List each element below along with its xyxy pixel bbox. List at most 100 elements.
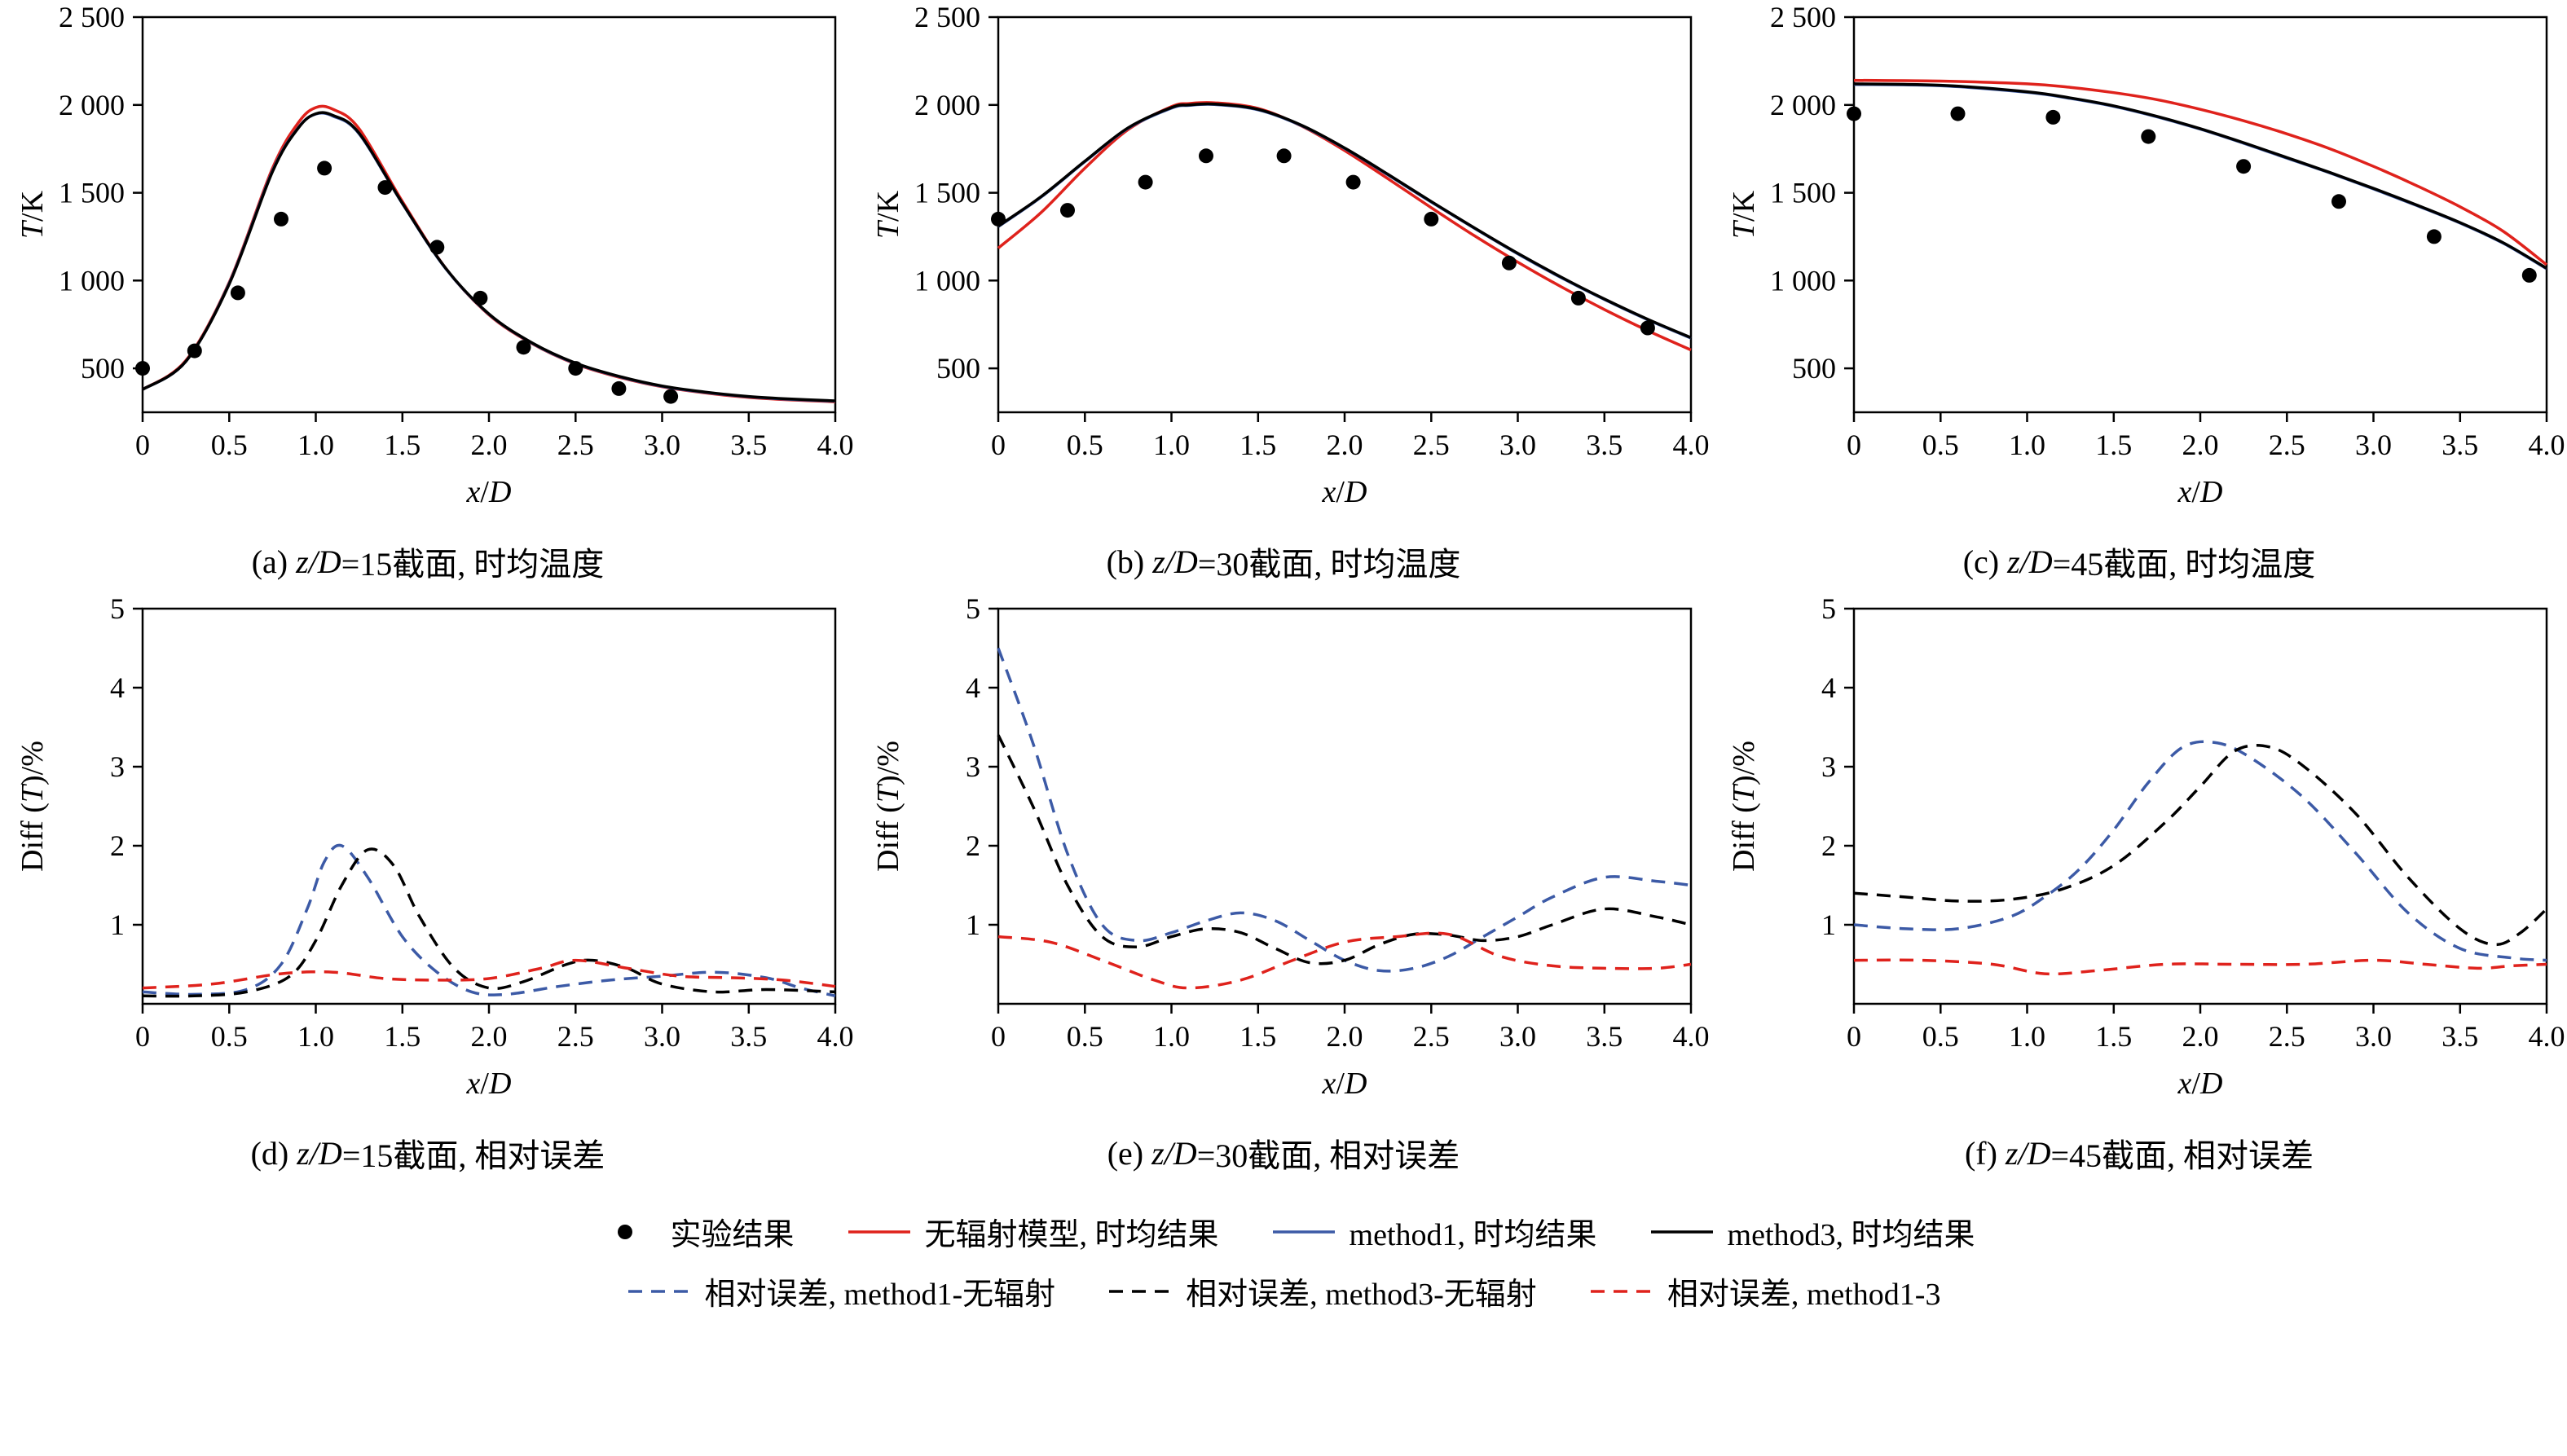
- svg-text:4: 4: [966, 671, 980, 704]
- legend-row-1: 实验结果 无辐射模型, 时均结果 method1, 时均结果 method3, 时均结…: [592, 1209, 1975, 1254]
- solid-line-icon: [1272, 1229, 1335, 1234]
- legend-item: 实验结果: [592, 1209, 795, 1254]
- svg-text:2 500: 2 500: [914, 5, 980, 33]
- legend: 实验结果 无辐射模型, 时均结果 method1, 时均结果 method3, 时均结…: [0, 1209, 2567, 1313]
- svg-text:1.0: 1.0: [1153, 1020, 1190, 1053]
- svg-text:x/D: x/D: [1322, 475, 1367, 509]
- svg-text:5: 5: [1821, 596, 1836, 625]
- svg-text:1.0: 1.0: [2009, 429, 2045, 461]
- svg-text:3.5: 3.5: [730, 429, 767, 461]
- svg-text:5: 5: [966, 596, 980, 625]
- svg-text:4.0: 4.0: [2529, 429, 2565, 461]
- legend-label: 相对误差, method1-无辐射: [704, 1278, 1056, 1312]
- legend-label: 相对误差, method3-无辐射: [1186, 1278, 1537, 1312]
- chart-c-temperature-z45: 0 0.5 1.0 1.5 2.0 2.5 3.0 3.5 4.0 500 1 000 1 500 2 …: [1727, 5, 2565, 509]
- chart-caption-c: (c) z/D =45截面, 时均温度: [1962, 543, 2316, 583]
- chart-caption-f: (f) z/D =45截面, 相对误差: [1964, 1134, 2314, 1175]
- svg-text:1.5: 1.5: [1239, 1020, 1276, 1053]
- svg-text:2 000: 2 000: [914, 89, 980, 121]
- svg-text:2: 2: [110, 829, 125, 862]
- solid-line-icon: [848, 1229, 910, 1234]
- svg-text:2 000: 2 000: [59, 89, 125, 121]
- svg-text:3.0: 3.0: [2355, 429, 2392, 461]
- svg-text:2.5: 2.5: [2269, 429, 2305, 461]
- solid-line-icon: [1650, 1229, 1713, 1234]
- chart-caption-b: (b) z/D =30截面, 时均温度: [1106, 543, 1461, 583]
- legend-row-2: 相对误差, method1-无辐射 相对误差, method3-无辐射 相对误差, …: [627, 1269, 1941, 1313]
- chart-caption-a: (a) z/D =15截面, 时均温度: [251, 543, 605, 583]
- chart-b-temperature-z30: 0 0.5 1.0 1.5 2.0 2.5 3.0 3.5 4.0 500 1 000 1 500 2 …: [871, 5, 1710, 509]
- svg-text:T/K: T/K: [1727, 190, 1761, 239]
- svg-text:1 500: 1 500: [59, 177, 125, 209]
- dot-marker-icon: [617, 1224, 632, 1239]
- svg-text:4.0: 4.0: [1673, 1020, 1710, 1053]
- svg-text:2.5: 2.5: [1413, 429, 1450, 461]
- svg-text:0: 0: [1847, 1020, 1861, 1053]
- legend-item: method1, 时均结果: [1271, 1209, 1597, 1254]
- svg-text:2.0: 2.0: [2182, 1020, 2219, 1053]
- svg-text:2 500: 2 500: [59, 5, 125, 33]
- svg-text:2.0: 2.0: [471, 1020, 508, 1053]
- svg-text:1: 1: [110, 908, 125, 941]
- svg-text:2: 2: [966, 829, 980, 862]
- legend-item: 相对误差, method1-无辐射: [627, 1269, 1056, 1313]
- svg-text:2.0: 2.0: [1327, 429, 1363, 461]
- legend-label: 相对误差, method1-3: [1667, 1278, 1941, 1312]
- svg-text:x/D: x/D: [2177, 1067, 2223, 1101]
- svg-text:4.0: 4.0: [1673, 429, 1710, 461]
- svg-text:2 000: 2 000: [1770, 89, 1836, 121]
- svg-text:1.0: 1.0: [2009, 1020, 2045, 1053]
- dashed-line-icon: [627, 1289, 690, 1293]
- svg-text:3.0: 3.0: [644, 1020, 680, 1053]
- svg-text:x/D: x/D: [466, 1067, 512, 1101]
- chart-caption-e: (e) z/D =30截面, 相对误差: [1107, 1134, 1460, 1175]
- svg-text:0.5: 0.5: [1067, 1020, 1103, 1053]
- svg-text:2 500: 2 500: [1770, 5, 1836, 33]
- svg-text:1.0: 1.0: [297, 429, 334, 461]
- figure: 0 0.5 1.0 1.5 2.0 2.5 3.0 3.5 4.0 500 1 000 1 500 2 …: [0, 5, 2567, 1313]
- svg-text:2.5: 2.5: [2269, 1020, 2305, 1053]
- svg-text:x/D: x/D: [1322, 1067, 1367, 1101]
- legend-item: 相对误差, method3-无辐射: [1107, 1269, 1537, 1313]
- svg-text:2.0: 2.0: [1327, 1020, 1363, 1053]
- svg-text:1.5: 1.5: [2095, 1020, 2132, 1053]
- svg-text:4: 4: [1821, 671, 1836, 704]
- svg-text:2.0: 2.0: [2182, 429, 2219, 461]
- svg-text:1 000: 1 000: [914, 264, 980, 297]
- chart-cell-f: 0 0.5 1.0 1.5 2.0 2.5 3.0 3.5 4.0 1 2 3 4 5 x/D Diff (T…: [1711, 596, 2567, 1188]
- svg-text:0: 0: [135, 429, 150, 461]
- legend-item: 相对误差, method1-3: [1589, 1269, 1941, 1313]
- svg-text:3.5: 3.5: [1586, 429, 1623, 461]
- svg-text:3.0: 3.0: [1499, 429, 1536, 461]
- svg-text:2: 2: [1821, 829, 1836, 862]
- legend-label: method3, 时均结果: [1727, 1218, 1975, 1252]
- svg-text:3.5: 3.5: [2442, 429, 2478, 461]
- svg-text:3.0: 3.0: [644, 429, 680, 461]
- chart-cell-b: 0 0.5 1.0 1.5 2.0 2.5 3.0 3.5 4.0 500 1 000 1 500 2 …: [856, 5, 1711, 596]
- svg-text:1.5: 1.5: [384, 1020, 420, 1053]
- svg-text:1.0: 1.0: [1153, 429, 1190, 461]
- svg-text:3.0: 3.0: [1499, 1020, 1536, 1053]
- svg-text:500: 500: [81, 352, 125, 385]
- legend-item: method3, 时均结果: [1649, 1209, 1975, 1254]
- svg-text:3.0: 3.0: [2355, 1020, 2392, 1053]
- legend-item: 无辐射模型, 时均结果: [847, 1209, 1219, 1254]
- svg-text:3: 3: [110, 750, 125, 783]
- chart-cell-c: 0 0.5 1.0 1.5 2.0 2.5 3.0 3.5 4.0 500 1 000 1 500 2 …: [1711, 5, 2567, 596]
- chart-cell-a: 0 0.5 1.0 1.5 2.0 2.5 3.0 3.5 4.0 500 1 000 1 500 2 …: [0, 5, 856, 596]
- svg-text:4: 4: [110, 671, 125, 704]
- svg-text:2.5: 2.5: [1413, 1020, 1450, 1053]
- chart-f-error-z45: 0 0.5 1.0 1.5 2.0 2.5 3.0 3.5 4.0 1 2 3 4 5 x/D Diff (T…: [1727, 596, 2565, 1101]
- svg-text:Diff (T)/%: Diff (T)/%: [15, 741, 50, 872]
- chart-cell-d: 0 0.5 1.0 1.5 2.0 2.5 3.0 3.5 4.0 1 2 3 4 5 x/D Diff (T…: [0, 596, 856, 1188]
- chart-d-error-z15: 0 0.5 1.0 1.5 2.0 2.5 3.0 3.5 4.0 1 2 3 4 5 x/D Diff (T…: [15, 596, 854, 1101]
- svg-text:0.5: 0.5: [211, 429, 248, 461]
- svg-text:3: 3: [966, 750, 980, 783]
- svg-text:x/D: x/D: [2177, 475, 2223, 509]
- svg-text:1.5: 1.5: [1239, 429, 1276, 461]
- svg-text:T/K: T/K: [871, 190, 905, 239]
- svg-text:2.5: 2.5: [557, 1020, 594, 1053]
- svg-text:4.0: 4.0: [817, 429, 854, 461]
- svg-text:0.5: 0.5: [1922, 429, 1959, 461]
- svg-text:4.0: 4.0: [2529, 1020, 2565, 1053]
